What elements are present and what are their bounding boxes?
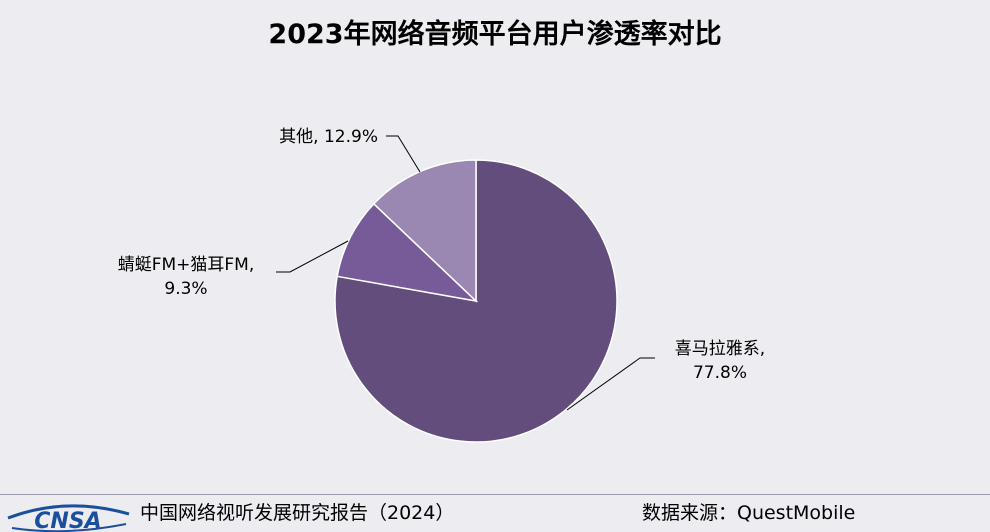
svg-text:蜻蜓FM+猫耳FM,: 蜻蜓FM+猫耳FM, bbox=[118, 255, 255, 275]
leader-line-ximalaya bbox=[566, 357, 655, 411]
slice-value-ximalaya: 77.8% bbox=[693, 363, 747, 383]
slice-other bbox=[372, 159, 477, 303]
slice-qingting-maoer bbox=[336, 202, 479, 303]
leader-line-other bbox=[386, 135, 421, 173]
pie-slices bbox=[334, 159, 618, 443]
footer-data-source: 数据来源：QuestMobile bbox=[642, 502, 856, 524]
slice-label-qingting-maoer: 蜻蜓FM+猫耳FM bbox=[118, 255, 249, 275]
slice-value-qingting-maoer: 9.3% bbox=[164, 279, 207, 299]
pie-chart: 喜马拉雅系, 77.8% 蜻蜓FM+猫耳FM, 9.3% 其他, 12.9% bbox=[118, 127, 765, 443]
footer-divider bbox=[0, 494, 990, 495]
svg-text:CNSA: CNSA bbox=[34, 509, 101, 532]
svg-text:喜马拉雅系,: 喜马拉雅系, bbox=[675, 339, 765, 359]
slice-label-ximalaya: 喜马拉雅系 bbox=[675, 339, 760, 359]
cnsa-logo: CNSA bbox=[7, 504, 130, 532]
leader-line-qingting-maoer bbox=[276, 240, 349, 273]
chart-title: 2023年网络音频平台用户渗透率对比 bbox=[268, 19, 722, 50]
leader-lines bbox=[276, 135, 655, 411]
footer-report-name: 中国网络视听发展研究报告（2024） bbox=[140, 502, 455, 524]
svg-text:其他, 12.9%: 其他, 12.9% bbox=[279, 127, 378, 147]
slice-label-other: 其他 bbox=[279, 127, 313, 147]
slice-value-other: 12.9% bbox=[324, 127, 378, 147]
